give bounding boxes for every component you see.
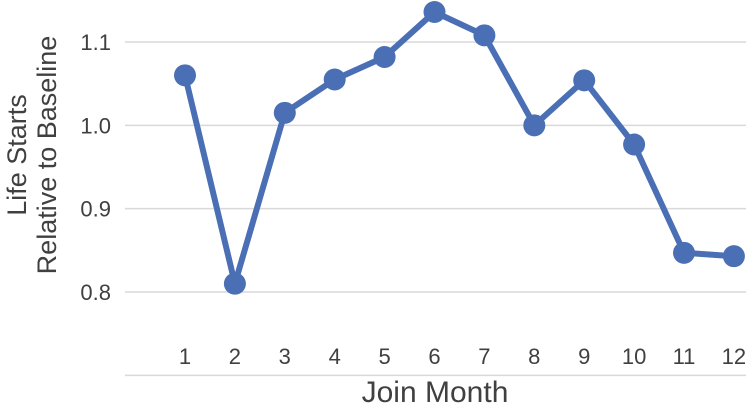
x-tick-label: 4 — [329, 344, 341, 369]
x-tick-label: 7 — [478, 344, 490, 369]
x-tick-label: 10 — [622, 344, 646, 369]
x-tick-label: 9 — [578, 344, 590, 369]
data-point — [273, 101, 296, 124]
data-point — [722, 245, 745, 268]
y-tick-label: 0.9 — [80, 197, 111, 222]
y-tick-labels: 0.8 0.9 1.0 1.1 — [80, 30, 111, 305]
data-point — [423, 1, 446, 23]
y-tick-label: 1.0 — [80, 113, 111, 138]
data-point — [623, 133, 646, 156]
y-tick-label: 0.8 — [80, 280, 111, 305]
y-axis-label-line-1: Life Starts — [2, 94, 32, 216]
data-point — [673, 241, 695, 264]
data-point — [373, 46, 396, 68]
x-tick-label: 8 — [528, 344, 540, 369]
x-tick-labels: 1 2 3 4 5 6 7 8 9 10 11 12 — [179, 344, 746, 369]
x-tick-label: 2 — [229, 344, 241, 369]
series-group — [174, 1, 745, 295]
x-axis-label: Join Month — [362, 376, 509, 409]
x-tick-label: 12 — [722, 344, 746, 369]
data-point — [223, 272, 246, 295]
x-tick-label: 11 — [673, 344, 696, 369]
data-point — [174, 64, 196, 87]
data-point — [473, 24, 496, 47]
y-tick-label: 1.1 — [80, 30, 111, 55]
y-axis-label-line-2: Relative to Baseline — [32, 36, 62, 275]
x-tick-label: 6 — [428, 344, 440, 369]
x-tick-label: 5 — [378, 344, 390, 369]
x-tick-label: 3 — [279, 344, 291, 369]
data-point — [523, 114, 546, 137]
x-tick-label: 1 — [179, 344, 191, 369]
data-point — [323, 68, 346, 91]
series-line — [182, 9, 737, 287]
data-point — [573, 69, 596, 92]
